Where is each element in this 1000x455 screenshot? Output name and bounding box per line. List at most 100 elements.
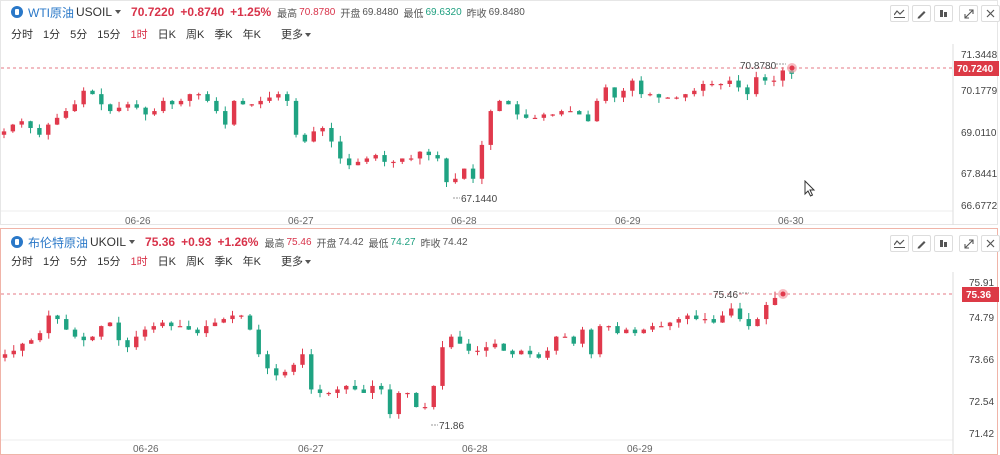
candle-body bbox=[585, 114, 591, 122]
x-tick-label: 06-28 bbox=[462, 444, 488, 455]
candle-body bbox=[541, 114, 547, 118]
indicator-icon[interactable] bbox=[934, 235, 953, 252]
candle-body bbox=[391, 161, 396, 164]
candle-body bbox=[37, 127, 42, 135]
candle-body bbox=[711, 319, 716, 323]
expand-icon[interactable] bbox=[959, 5, 978, 22]
candle-body bbox=[326, 392, 331, 395]
candle-body bbox=[247, 315, 253, 330]
wti-window-tools bbox=[956, 5, 1000, 22]
candle-body bbox=[379, 385, 384, 390]
more-menu[interactable]: 更多 bbox=[271, 253, 311, 269]
brent-name[interactable]: 布伦特原油 bbox=[28, 235, 89, 250]
candle-body bbox=[387, 389, 393, 415]
wti-chart-panel: WTI原油 USOIL 70.7220 +0.8740 +1.25% 最高 70… bbox=[0, 0, 1000, 225]
candle-body bbox=[169, 322, 174, 327]
draw-icon[interactable] bbox=[912, 5, 931, 22]
brent-high: 75.46 bbox=[286, 236, 312, 248]
close-icon[interactable] bbox=[981, 235, 1000, 252]
candle-body bbox=[125, 340, 130, 348]
close-icon[interactable] bbox=[981, 5, 1000, 22]
candle-body bbox=[355, 161, 361, 166]
candle-body bbox=[431, 385, 436, 408]
brent-prev: 74.42 bbox=[442, 236, 468, 248]
period-tab[interactable]: 年K bbox=[242, 29, 261, 41]
period-tab[interactable]: 5分 bbox=[70, 29, 88, 41]
candle-body bbox=[515, 104, 520, 115]
candle-body bbox=[249, 104, 254, 106]
more-menu[interactable]: 更多 bbox=[271, 26, 311, 42]
period-tab[interactable]: 季K bbox=[214, 29, 233, 41]
x-tick-label: 06-26 bbox=[133, 444, 159, 455]
candle-body bbox=[718, 83, 724, 86]
expand-icon[interactable] bbox=[959, 235, 978, 252]
candle-body bbox=[161, 100, 166, 112]
candle-body bbox=[382, 155, 387, 162]
period-tab[interactable]: 1分 bbox=[43, 29, 61, 41]
wti-name[interactable]: WTI原油 bbox=[28, 5, 74, 20]
period-tab[interactable]: 日K bbox=[157, 256, 176, 268]
candle-body bbox=[422, 407, 428, 409]
candle-body bbox=[212, 322, 218, 327]
candle-body bbox=[329, 127, 334, 142]
line-chart-icon[interactable] bbox=[890, 5, 909, 22]
period-tab[interactable]: 季K bbox=[214, 256, 233, 268]
candle-body bbox=[624, 329, 629, 334]
candle-body bbox=[274, 368, 279, 376]
candle-body bbox=[580, 329, 585, 344]
period-tab-active[interactable]: 1时 bbox=[130, 29, 148, 41]
x-tick-label: 06-28 bbox=[451, 216, 477, 225]
period-tab[interactable]: 周K bbox=[185, 256, 205, 268]
candle-body bbox=[221, 319, 226, 323]
candle-body bbox=[134, 336, 139, 348]
chevron-down-icon[interactable] bbox=[115, 10, 122, 14]
wti-change-pct: +1.25% bbox=[230, 5, 272, 19]
candle-body bbox=[346, 158, 352, 166]
indicator-icon[interactable] bbox=[934, 5, 953, 22]
wti-high: 70.8780 bbox=[299, 6, 336, 18]
candle-body bbox=[729, 308, 734, 316]
period-tab[interactable]: 日K bbox=[157, 29, 176, 41]
wti-low-label: 最低 bbox=[403, 8, 424, 20]
x-tick-label: 06-29 bbox=[627, 444, 653, 455]
period-tab[interactable]: 周K bbox=[185, 29, 205, 41]
period-tab-active[interactable]: 1时 bbox=[130, 256, 148, 268]
brent-candlestick-chart[interactable]: 75.91 74.79 73.66 72.54 71.42 75.36 75.4… bbox=[1, 272, 999, 455]
candle-body bbox=[19, 121, 24, 125]
candle-body bbox=[142, 329, 148, 337]
brent-low-label: 最低 bbox=[368, 238, 389, 250]
last-price-tag bbox=[962, 287, 999, 302]
candle-body bbox=[479, 144, 485, 179]
wti-price: 70.7220 bbox=[131, 5, 175, 19]
candle-body bbox=[597, 326, 603, 355]
period-tab[interactable]: 15分 bbox=[97, 256, 121, 268]
candle-body bbox=[239, 315, 244, 317]
chevron-down-icon[interactable] bbox=[129, 240, 136, 244]
line-chart-icon[interactable] bbox=[890, 235, 909, 252]
dollar-icon bbox=[11, 236, 23, 248]
period-tab[interactable]: 5分 bbox=[70, 256, 88, 268]
candle-body bbox=[606, 326, 611, 328]
candle-body bbox=[37, 333, 43, 341]
period-tab[interactable]: 年K bbox=[242, 256, 261, 268]
wti-period-tabs: 分时 1分 5分 15分 1时 日K 周K 季K 年K 更多 bbox=[1, 25, 311, 43]
period-tab[interactable]: 分时 bbox=[11, 256, 33, 268]
candle-body bbox=[656, 94, 662, 98]
candle-body bbox=[771, 80, 777, 82]
period-tab[interactable]: 15分 bbox=[97, 29, 121, 41]
candle-body bbox=[396, 392, 401, 415]
candle-body bbox=[408, 158, 414, 160]
brent-high-label: 最高 bbox=[264, 238, 285, 250]
candle-body bbox=[344, 385, 349, 390]
brent-code[interactable]: UKOIL bbox=[90, 235, 127, 249]
period-tab[interactable]: 1分 bbox=[43, 256, 61, 268]
brent-open: 74.42 bbox=[338, 236, 364, 248]
wti-code[interactable]: USOIL bbox=[76, 5, 113, 19]
candle-body bbox=[665, 97, 670, 99]
draw-icon[interactable] bbox=[912, 235, 931, 252]
candle-body bbox=[90, 336, 95, 341]
candle-body bbox=[720, 315, 725, 323]
period-tab[interactable]: 分时 bbox=[11, 29, 33, 41]
wti-candlestick-chart[interactable]: 71.3448 70.1779 69.0110 67.8441 66.6772 … bbox=[1, 44, 999, 225]
x-tick-label: 06-27 bbox=[298, 444, 324, 455]
